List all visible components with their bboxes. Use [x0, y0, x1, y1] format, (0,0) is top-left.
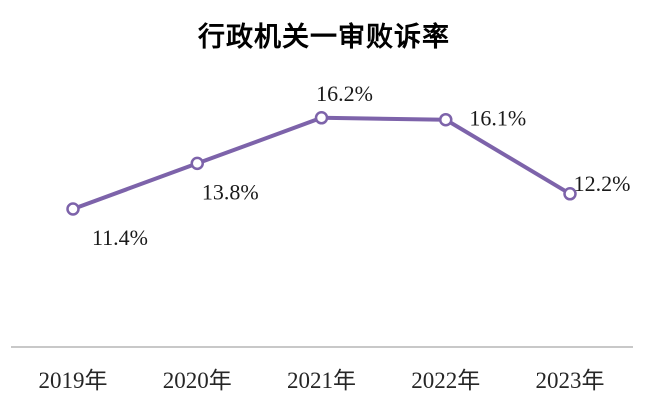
point-label-layer: 11.4% 13.8% 16.2% 16.1% 12.2% — [92, 81, 630, 250]
data-point-marker — [439, 112, 453, 127]
line-layer — [72, 115, 572, 211]
data-point-label: 16.1% — [469, 106, 526, 131]
data-point-label: 12.2% — [574, 171, 631, 196]
data-point-marker — [314, 111, 329, 125]
x-axis-tick-label: 2023年 — [536, 368, 605, 393]
x-axis-tick-label: 2022年 — [411, 368, 480, 393]
trend-line — [72, 115, 572, 211]
marker-layer — [66, 111, 577, 216]
data-point-marker — [66, 202, 80, 216]
data-point-label: 11.4% — [92, 225, 148, 250]
data-point-label: 13.8% — [202, 179, 259, 204]
x-axis-tick-label: 2020年 — [163, 368, 232, 393]
chart-title: 行政机关一审败诉率 — [198, 22, 450, 52]
data-point-marker — [190, 156, 204, 171]
data-point-label: 16.2% — [316, 81, 373, 106]
x-axis-tick-label: 2019年 — [39, 368, 108, 393]
data-point-marker — [563, 187, 577, 201]
x-axis-tick-label: 2021年 — [287, 368, 356, 393]
x-axis-label-layer: 2019年 2020年 2021年 2022年 2023年 — [39, 368, 605, 393]
